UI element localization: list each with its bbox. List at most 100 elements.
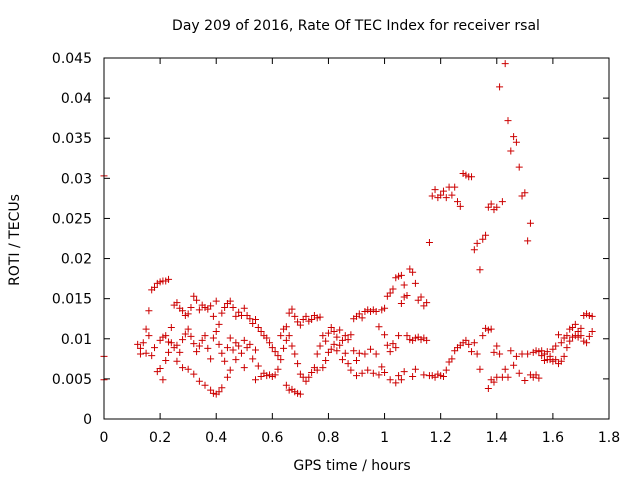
data-point-marker: [322, 356, 330, 364]
data-point-marker: [223, 344, 231, 352]
data-point-marker: [361, 350, 369, 358]
data-point-marker: [347, 366, 355, 374]
data-point-marker: [470, 246, 478, 254]
data-point-marker: [397, 271, 405, 279]
data-point-marker: [167, 339, 175, 347]
data-point-marker: [493, 342, 501, 350]
data-point-marker: [375, 323, 383, 331]
x-axis-title: GPS time / hours: [293, 458, 410, 474]
data-point-marker: [510, 361, 518, 369]
data-point-marker: [504, 117, 512, 125]
data-point-marker: [588, 328, 596, 336]
data-point-marker: [552, 356, 560, 364]
data-point-marker: [526, 219, 534, 227]
data-point-marker: [462, 336, 470, 344]
data-point-marker: [156, 364, 164, 372]
data-point-marker: [476, 365, 484, 373]
data-point-marker: [226, 366, 234, 374]
data-point-marker: [187, 332, 195, 340]
data-point-marker: [319, 332, 327, 340]
data-point-marker: [439, 372, 447, 380]
data-point-marker: [313, 350, 321, 358]
data-point-marker: [437, 191, 445, 199]
data-point-marker: [232, 312, 240, 320]
data-point-marker: [456, 202, 464, 210]
data-point-marker: [195, 377, 203, 385]
data-point-marker: [218, 384, 226, 392]
data-point-marker: [355, 349, 363, 357]
data-point-marker: [358, 369, 366, 377]
data-point-marker: [148, 352, 156, 360]
data-point-marker: [369, 369, 377, 377]
data-point-marker: [381, 331, 389, 339]
data-point-marker: [187, 303, 195, 311]
data-point-marker: [207, 302, 215, 310]
data-point-marker: [409, 268, 417, 276]
data-point-marker: [162, 332, 170, 340]
data-point-marker: [237, 349, 245, 357]
y-tick-label: 0.025: [52, 211, 92, 227]
data-point-marker: [319, 364, 327, 372]
data-point-marker: [221, 357, 229, 365]
data-point-marker: [316, 342, 324, 350]
data-point-marker: [524, 350, 532, 358]
data-point-marker: [479, 235, 487, 243]
data-point-marker: [139, 339, 147, 347]
data-point-marker: [504, 373, 512, 381]
data-point-marker: [207, 355, 215, 363]
data-point-marker: [448, 191, 456, 199]
data-point-marker: [134, 340, 142, 348]
data-point-marker: [473, 350, 481, 358]
data-point-marker: [507, 147, 515, 155]
data-point-marker: [383, 341, 391, 349]
data-point-marker: [179, 336, 187, 344]
data-point-marker: [442, 366, 450, 374]
data-point-marker: [327, 324, 335, 332]
data-point-marker: [271, 371, 279, 379]
data-point-marker: [190, 370, 198, 378]
data-point-marker: [142, 325, 150, 333]
data-point-marker: [552, 342, 560, 350]
data-point-marker: [165, 348, 173, 356]
data-point-marker: [389, 285, 397, 293]
data-point-marker: [557, 339, 565, 347]
data-point-marker: [487, 200, 495, 208]
data-point-marker: [428, 192, 436, 200]
data-point-marker: [266, 339, 274, 347]
data-point-marker: [420, 371, 428, 379]
data-point-marker: [468, 348, 476, 356]
data-point-marker: [490, 348, 498, 356]
data-point-marker: [215, 340, 223, 348]
data-point-marker: [151, 283, 158, 291]
data-point-marker: [179, 364, 187, 372]
data-point-marker: [585, 332, 593, 340]
data-point-marker: [240, 336, 248, 344]
data-point-marker: [179, 307, 187, 315]
data-point-marker: [165, 275, 173, 283]
y-tick-label: 0.04: [61, 91, 92, 107]
data-point-marker: [403, 332, 411, 340]
data-point-marker: [400, 281, 408, 289]
data-point-marker: [330, 328, 338, 336]
data-point-marker: [294, 360, 302, 368]
data-point-marker: [302, 312, 310, 320]
data-point-marker: [176, 348, 184, 356]
data-point-marker: [490, 378, 498, 386]
data-point-marker: [386, 348, 394, 356]
data-point-marker: [201, 332, 209, 340]
data-point-marker: [524, 237, 532, 245]
x-tick-label: 1.4: [486, 430, 508, 446]
data-point-marker: [563, 344, 571, 352]
data-point-marker: [145, 307, 153, 315]
data-point-marker: [173, 357, 181, 365]
data-point-marker: [330, 340, 338, 348]
data-point-marker: [338, 336, 346, 344]
data-point-marker: [577, 324, 585, 332]
x-tick-label: 0.6: [261, 430, 283, 446]
data-point-marker: [378, 363, 386, 371]
data-point-marker: [512, 138, 520, 146]
data-point-marker: [521, 189, 529, 197]
data-point-marker: [235, 342, 243, 350]
